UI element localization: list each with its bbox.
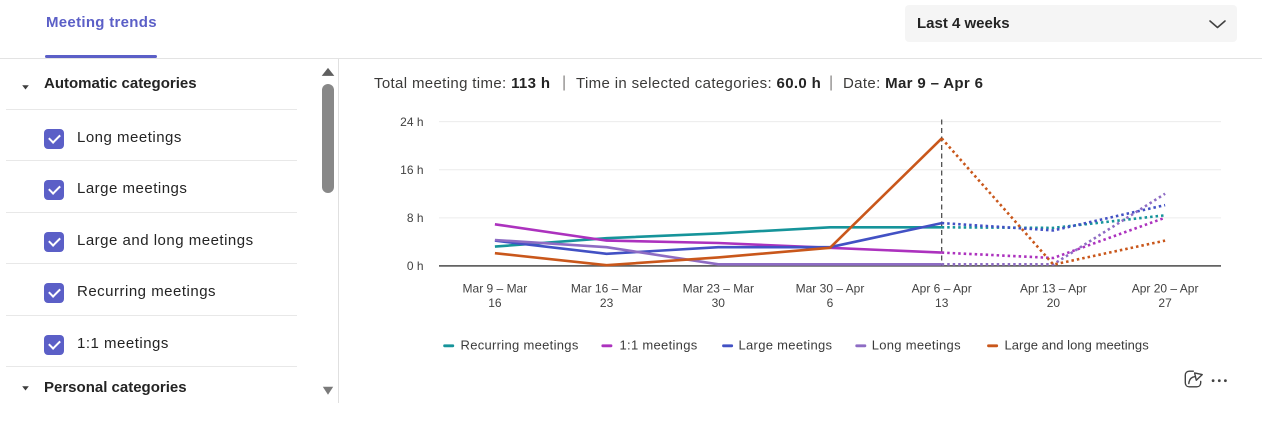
svg-text:Long meetings: Long meetings <box>872 338 961 353</box>
svg-text:23: 23 <box>600 296 614 310</box>
svg-text:13: 13 <box>935 296 949 310</box>
svg-text:Recurring meetings: Recurring meetings <box>461 338 579 353</box>
svg-text:Mar 30 – Apr: Mar 30 – Apr <box>796 282 865 296</box>
svg-text:Large and long meetings: Large and long meetings <box>1005 338 1150 353</box>
svg-text:24 h: 24 h <box>400 115 423 129</box>
svg-text:Mar 9 – Mar: Mar 9 – Mar <box>463 282 528 296</box>
svg-text:Apr 13 – Apr: Apr 13 – Apr <box>1020 282 1087 296</box>
svg-text:6: 6 <box>827 296 834 310</box>
svg-text:16 h: 16 h <box>400 163 423 177</box>
svg-text:16: 16 <box>488 296 502 310</box>
svg-text:27: 27 <box>1158 296 1172 310</box>
svg-text:1:1 meetings: 1:1 meetings <box>620 338 698 353</box>
svg-text:20: 20 <box>1047 296 1061 310</box>
svg-text:8 h: 8 h <box>407 211 424 225</box>
svg-text:Large meetings: Large meetings <box>739 338 833 353</box>
svg-text:Mar 16 – Mar: Mar 16 – Mar <box>571 282 642 296</box>
svg-text:Apr 20 – Apr: Apr 20 – Apr <box>1132 282 1199 296</box>
svg-text:Apr 6 – Apr: Apr 6 – Apr <box>912 282 972 296</box>
svg-text:30: 30 <box>712 296 726 310</box>
svg-text:Mar 23 – Mar: Mar 23 – Mar <box>683 282 754 296</box>
svg-text:0 h: 0 h <box>407 259 424 273</box>
